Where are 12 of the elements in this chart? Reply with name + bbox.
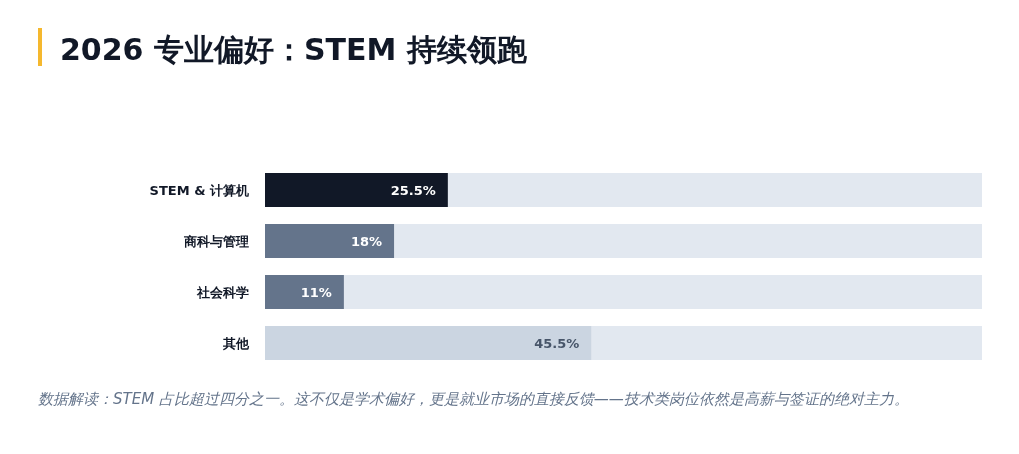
chart-title: 2026 专业偏好：STEM 持续领跑 bbox=[60, 32, 528, 67]
bar bbox=[265, 275, 344, 309]
data-label: 25.5% bbox=[390, 182, 436, 198]
data-label: 11% bbox=[300, 284, 332, 300]
y-tick-label: 社会科学 bbox=[196, 284, 249, 300]
y-tick-label: 其他 bbox=[222, 335, 250, 351]
bar bbox=[265, 224, 395, 258]
y-tick-label: STEM & 计算机 bbox=[149, 182, 249, 198]
text: 数据解读：STEM 占比超过四分之一。这不仅是学术偏好，更是就业市场的直接反馈——技术类岗位依然是高薪与签证的绝对主力。 bbox=[38, 390, 909, 408]
y-tick-label: 商科与管理 bbox=[183, 233, 249, 249]
data-label: 45.5% bbox=[534, 335, 580, 351]
data-label: 18% bbox=[350, 233, 383, 249]
